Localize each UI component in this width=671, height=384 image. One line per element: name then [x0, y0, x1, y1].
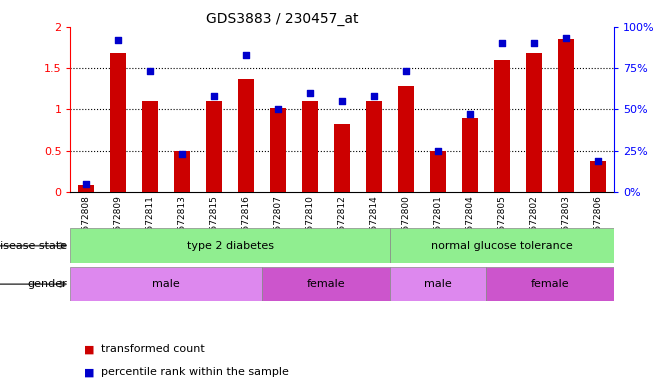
- Bar: [79, 185, 95, 192]
- Text: GDS3883 / 230457_at: GDS3883 / 230457_at: [205, 12, 358, 25]
- Point: [209, 93, 219, 99]
- Bar: [70, 228, 390, 263]
- Bar: [430, 151, 446, 192]
- Bar: [486, 267, 614, 301]
- Text: transformed count: transformed count: [101, 344, 205, 354]
- Point: [592, 157, 603, 164]
- Bar: [262, 267, 390, 301]
- Point: [337, 98, 348, 104]
- Bar: [270, 108, 287, 192]
- Bar: [494, 60, 510, 192]
- Point: [433, 148, 444, 154]
- Point: [113, 37, 123, 43]
- Point: [273, 106, 284, 113]
- Point: [305, 90, 315, 96]
- Text: normal glucose tolerance: normal glucose tolerance: [431, 241, 573, 251]
- Bar: [238, 79, 254, 192]
- Bar: [111, 53, 126, 192]
- Text: ■: ■: [84, 344, 95, 354]
- Text: disease state: disease state: [0, 241, 67, 251]
- Point: [465, 111, 476, 118]
- Text: ■: ■: [84, 367, 95, 377]
- Point: [369, 93, 380, 99]
- Point: [401, 68, 411, 74]
- Text: male: male: [424, 279, 452, 289]
- Text: male: male: [152, 279, 180, 289]
- Bar: [390, 267, 486, 301]
- Point: [561, 35, 572, 41]
- Bar: [207, 101, 222, 192]
- Bar: [558, 39, 574, 192]
- Text: type 2 diabetes: type 2 diabetes: [187, 241, 274, 251]
- Text: female: female: [531, 279, 569, 289]
- Point: [145, 68, 156, 74]
- Point: [177, 151, 188, 157]
- Bar: [526, 53, 542, 192]
- Text: gender: gender: [28, 279, 67, 289]
- Text: female: female: [307, 279, 346, 289]
- Bar: [398, 86, 414, 192]
- Point: [241, 52, 252, 58]
- Bar: [366, 101, 382, 192]
- Bar: [142, 101, 158, 192]
- Point: [497, 40, 507, 46]
- Bar: [334, 124, 350, 192]
- Bar: [390, 228, 614, 263]
- Bar: [174, 151, 191, 192]
- Bar: [70, 267, 262, 301]
- Bar: [462, 118, 478, 192]
- Point: [529, 40, 539, 46]
- Point: [81, 181, 92, 187]
- Bar: [302, 101, 318, 192]
- Bar: [590, 161, 606, 192]
- Text: percentile rank within the sample: percentile rank within the sample: [101, 367, 289, 377]
